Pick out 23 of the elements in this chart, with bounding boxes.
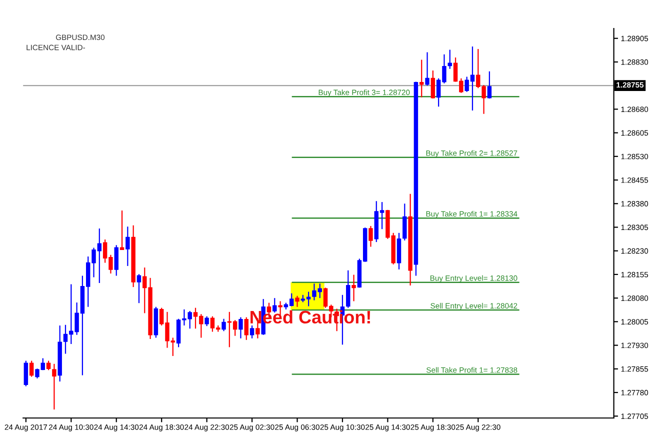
candlestick xyxy=(430,70,436,100)
candlestick xyxy=(52,363,56,410)
candlestick xyxy=(222,318,226,332)
candlestick xyxy=(136,274,142,304)
candlestick xyxy=(120,210,124,250)
candlestick xyxy=(46,360,51,371)
candlestick xyxy=(402,203,407,242)
candlestick xyxy=(114,244,118,276)
candlestick xyxy=(244,316,248,340)
candlestick xyxy=(24,360,28,387)
candlestick xyxy=(126,226,130,267)
candlestick xyxy=(419,59,424,98)
candlestick xyxy=(396,232,402,270)
candlestick xyxy=(250,324,254,339)
candlestick xyxy=(346,270,350,308)
candlestick xyxy=(295,295,300,308)
candlestick xyxy=(29,360,34,378)
candlestick xyxy=(425,52,430,86)
candlestick xyxy=(487,70,492,100)
candlestick xyxy=(368,225,373,248)
candlestick xyxy=(204,316,209,327)
candlestick xyxy=(238,316,243,339)
candlestick xyxy=(352,274,356,302)
